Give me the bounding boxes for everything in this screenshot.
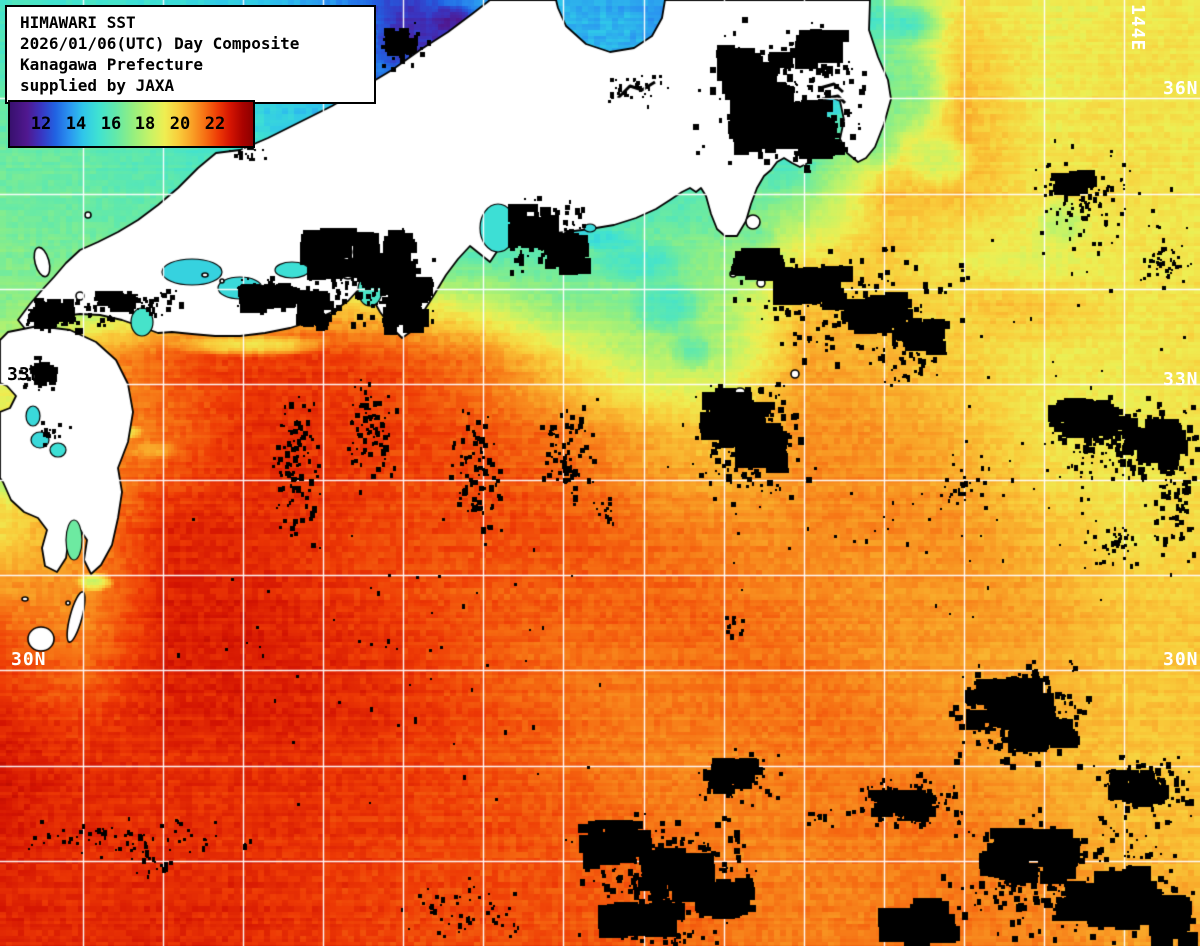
grid-label-30n-5: 30N [11, 649, 47, 670]
grid-label-30n-4: 30N [1163, 649, 1199, 670]
title-product: HIMAWARI SST [20, 13, 136, 32]
colorbar-tick-16: 16 [100, 114, 122, 134]
colorbar-tick-12: 12 [30, 114, 52, 134]
grid-label-33n-3: 33N [1163, 369, 1199, 390]
temperature-colorbar: 12 14 16 18 20 22 [8, 100, 255, 148]
colorbar-tick-labels: 12 14 16 18 20 22 [10, 102, 253, 146]
grid-label-36n-2: 36N [1163, 78, 1199, 99]
grid-label-33n-6: 33N [7, 364, 43, 385]
title-box: HIMAWARI SST 2026/01/06(UTC) Day Composi… [5, 5, 376, 104]
title-supplier: supplied by JAXA [20, 76, 175, 95]
grid-label-144e-1: 144E [1127, 4, 1148, 52]
title-region: Kanagawa Prefecture [20, 55, 204, 74]
title-date: 2026/01/06(UTC) Day Composite [20, 34, 300, 53]
colorbar-tick-22: 22 [204, 114, 226, 134]
colorbar-tick-14: 14 [65, 114, 87, 134]
colorbar-tick-20: 20 [169, 114, 191, 134]
grid-label-136e-0: 136E [486, 4, 507, 52]
colorbar-tick-18: 18 [134, 114, 156, 134]
